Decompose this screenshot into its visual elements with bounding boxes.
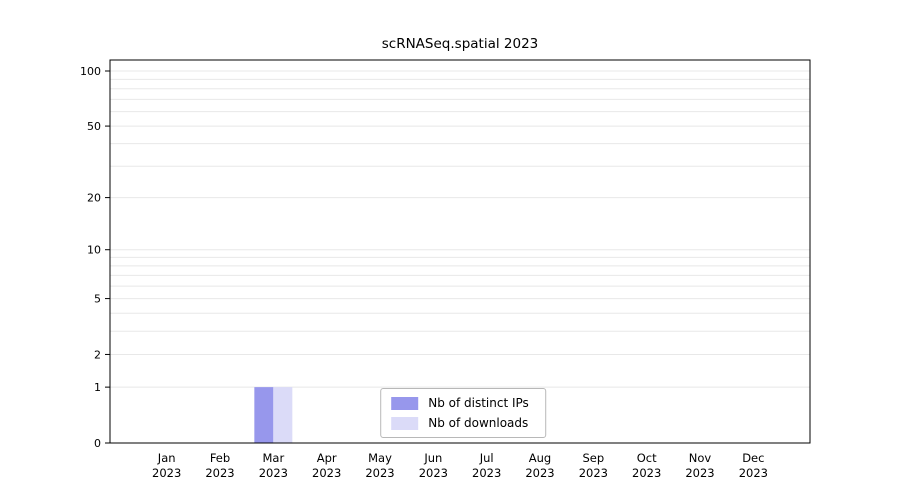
x-tick-label-year: 2023 — [632, 466, 661, 480]
x-tick-label-year: 2023 — [419, 466, 448, 480]
y-tick-label: 20 — [87, 192, 101, 205]
x-tick-label-year: 2023 — [365, 466, 394, 480]
legend-swatch-distinct-ips — [391, 396, 419, 410]
bar-distinct-ips — [254, 387, 274, 443]
y-tick-label: 100 — [80, 65, 101, 78]
bar-downloads — [273, 387, 293, 443]
x-tick-label-year: 2023 — [205, 466, 234, 480]
x-tick-label-month: Jun — [423, 451, 442, 465]
legend-item-distinct-ips: Nb of distinct IPs — [391, 396, 529, 410]
x-tick-label-month: Apr — [317, 451, 337, 465]
x-tick-label-month: Oct — [637, 451, 657, 465]
x-tick-label-month: Sep — [582, 451, 604, 465]
x-tick-label-month: Jul — [479, 451, 494, 465]
legend: Nb of distinct IPs Nb of downloads — [380, 388, 546, 438]
x-tick-label-month: Jan — [157, 451, 176, 465]
x-tick-label-month: Feb — [210, 451, 230, 465]
x-tick-label-month: Nov — [689, 451, 712, 465]
x-tick-label-year: 2023 — [685, 466, 714, 480]
y-tick-label: 10 — [87, 244, 101, 257]
x-tick-label-year: 2023 — [312, 466, 341, 480]
x-tick-label-year: 2023 — [152, 466, 181, 480]
y-tick-label: 50 — [87, 120, 101, 133]
x-tick-label-year: 2023 — [579, 466, 608, 480]
y-tick-label: 2 — [94, 348, 101, 361]
x-tick-label-month: Aug — [529, 451, 551, 465]
x-tick-label-year: 2023 — [259, 466, 288, 480]
x-tick-label-month: Mar — [262, 451, 284, 465]
x-tick-label-year: 2023 — [472, 466, 501, 480]
legend-item-downloads: Nb of downloads — [391, 416, 529, 430]
legend-swatch-downloads — [391, 416, 419, 430]
legend-label-distinct-ips: Nb of distinct IPs — [428, 396, 529, 410]
y-tick-label: 0 — [94, 437, 101, 450]
legend-label-downloads: Nb of downloads — [428, 416, 529, 430]
y-tick-label: 1 — [94, 381, 101, 394]
chart-title: scRNASeq.spatial 2023 — [381, 36, 539, 52]
y-tick-label: 5 — [94, 293, 101, 306]
x-tick-label-month: Dec — [742, 451, 764, 465]
x-tick-label-month: May — [368, 451, 392, 465]
plot-border — [109, 59, 811, 444]
x-tick-label-year: 2023 — [739, 466, 768, 480]
x-tick-label-year: 2023 — [525, 466, 554, 480]
